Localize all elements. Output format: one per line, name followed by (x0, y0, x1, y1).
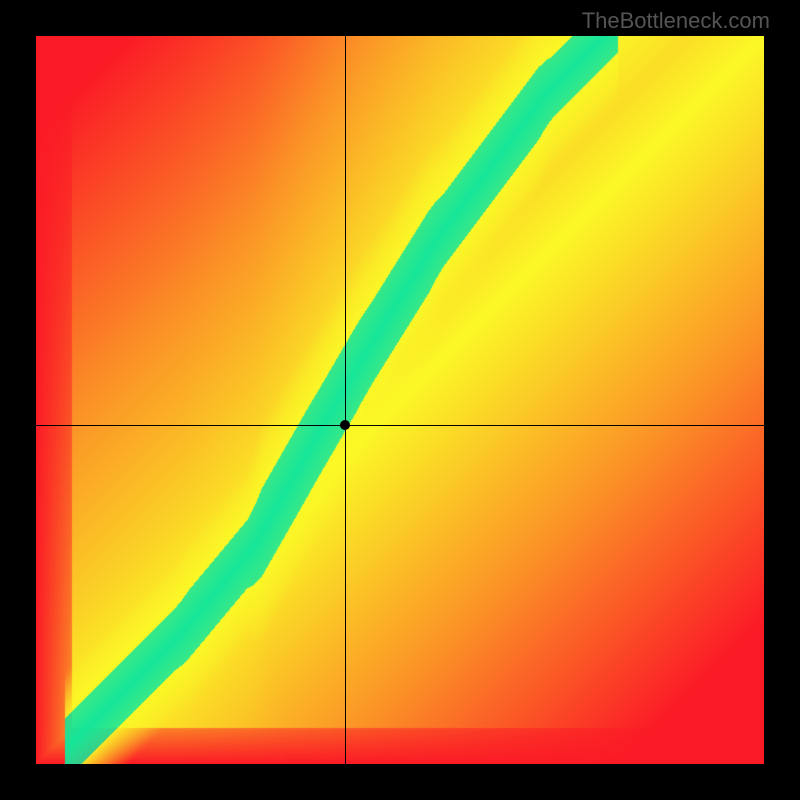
crosshair-vertical (345, 36, 346, 764)
crosshair-dot (340, 420, 350, 430)
heatmap-plot (36, 36, 764, 764)
watermark-text: TheBottleneck.com (582, 8, 770, 34)
crosshair-horizontal (36, 425, 764, 426)
heatmap-canvas (36, 36, 764, 764)
chart-container: TheBottleneck.com (0, 0, 800, 800)
